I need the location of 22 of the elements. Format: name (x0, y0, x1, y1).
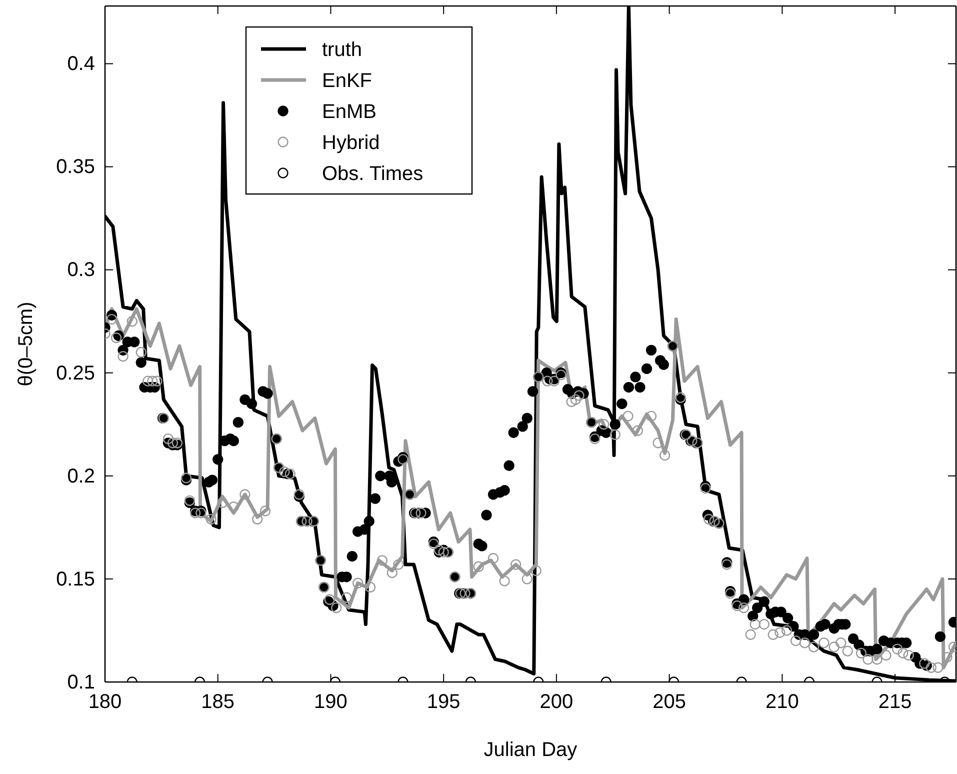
x-tick-label: 210 (766, 691, 799, 714)
legend-label: Obs. Times (322, 163, 424, 185)
y-tick-label: 0.15 (56, 568, 95, 590)
legend-label: EnMB (322, 101, 376, 123)
y-tick-label: 0.2 (67, 465, 95, 488)
x-tick-label: 185 (201, 691, 235, 714)
x-tick-label: 190 (314, 691, 348, 714)
x-tick-label: 180 (88, 691, 122, 714)
legend-label: EnKF (322, 70, 372, 92)
x-tick-label: 200 (540, 691, 574, 714)
y-tick-label: 0.35 (56, 156, 95, 178)
x-tick-label: 205 (652, 691, 686, 714)
x-tick-label: 195 (426, 691, 460, 714)
y-tick-label: 0.3 (67, 259, 95, 282)
y-tick-label: 0.4 (67, 53, 95, 76)
legend-label: truth (322, 39, 362, 61)
y-axis-title: θ(0–5cm) (15, 302, 37, 386)
x-tick-label: 215 (878, 691, 912, 714)
x-axis-title: Julian Day (484, 739, 578, 761)
y-tick-label: 0.25 (56, 362, 95, 384)
legend-label: Hybrid (322, 132, 380, 154)
y-tick-label: 0.1 (67, 671, 95, 694)
